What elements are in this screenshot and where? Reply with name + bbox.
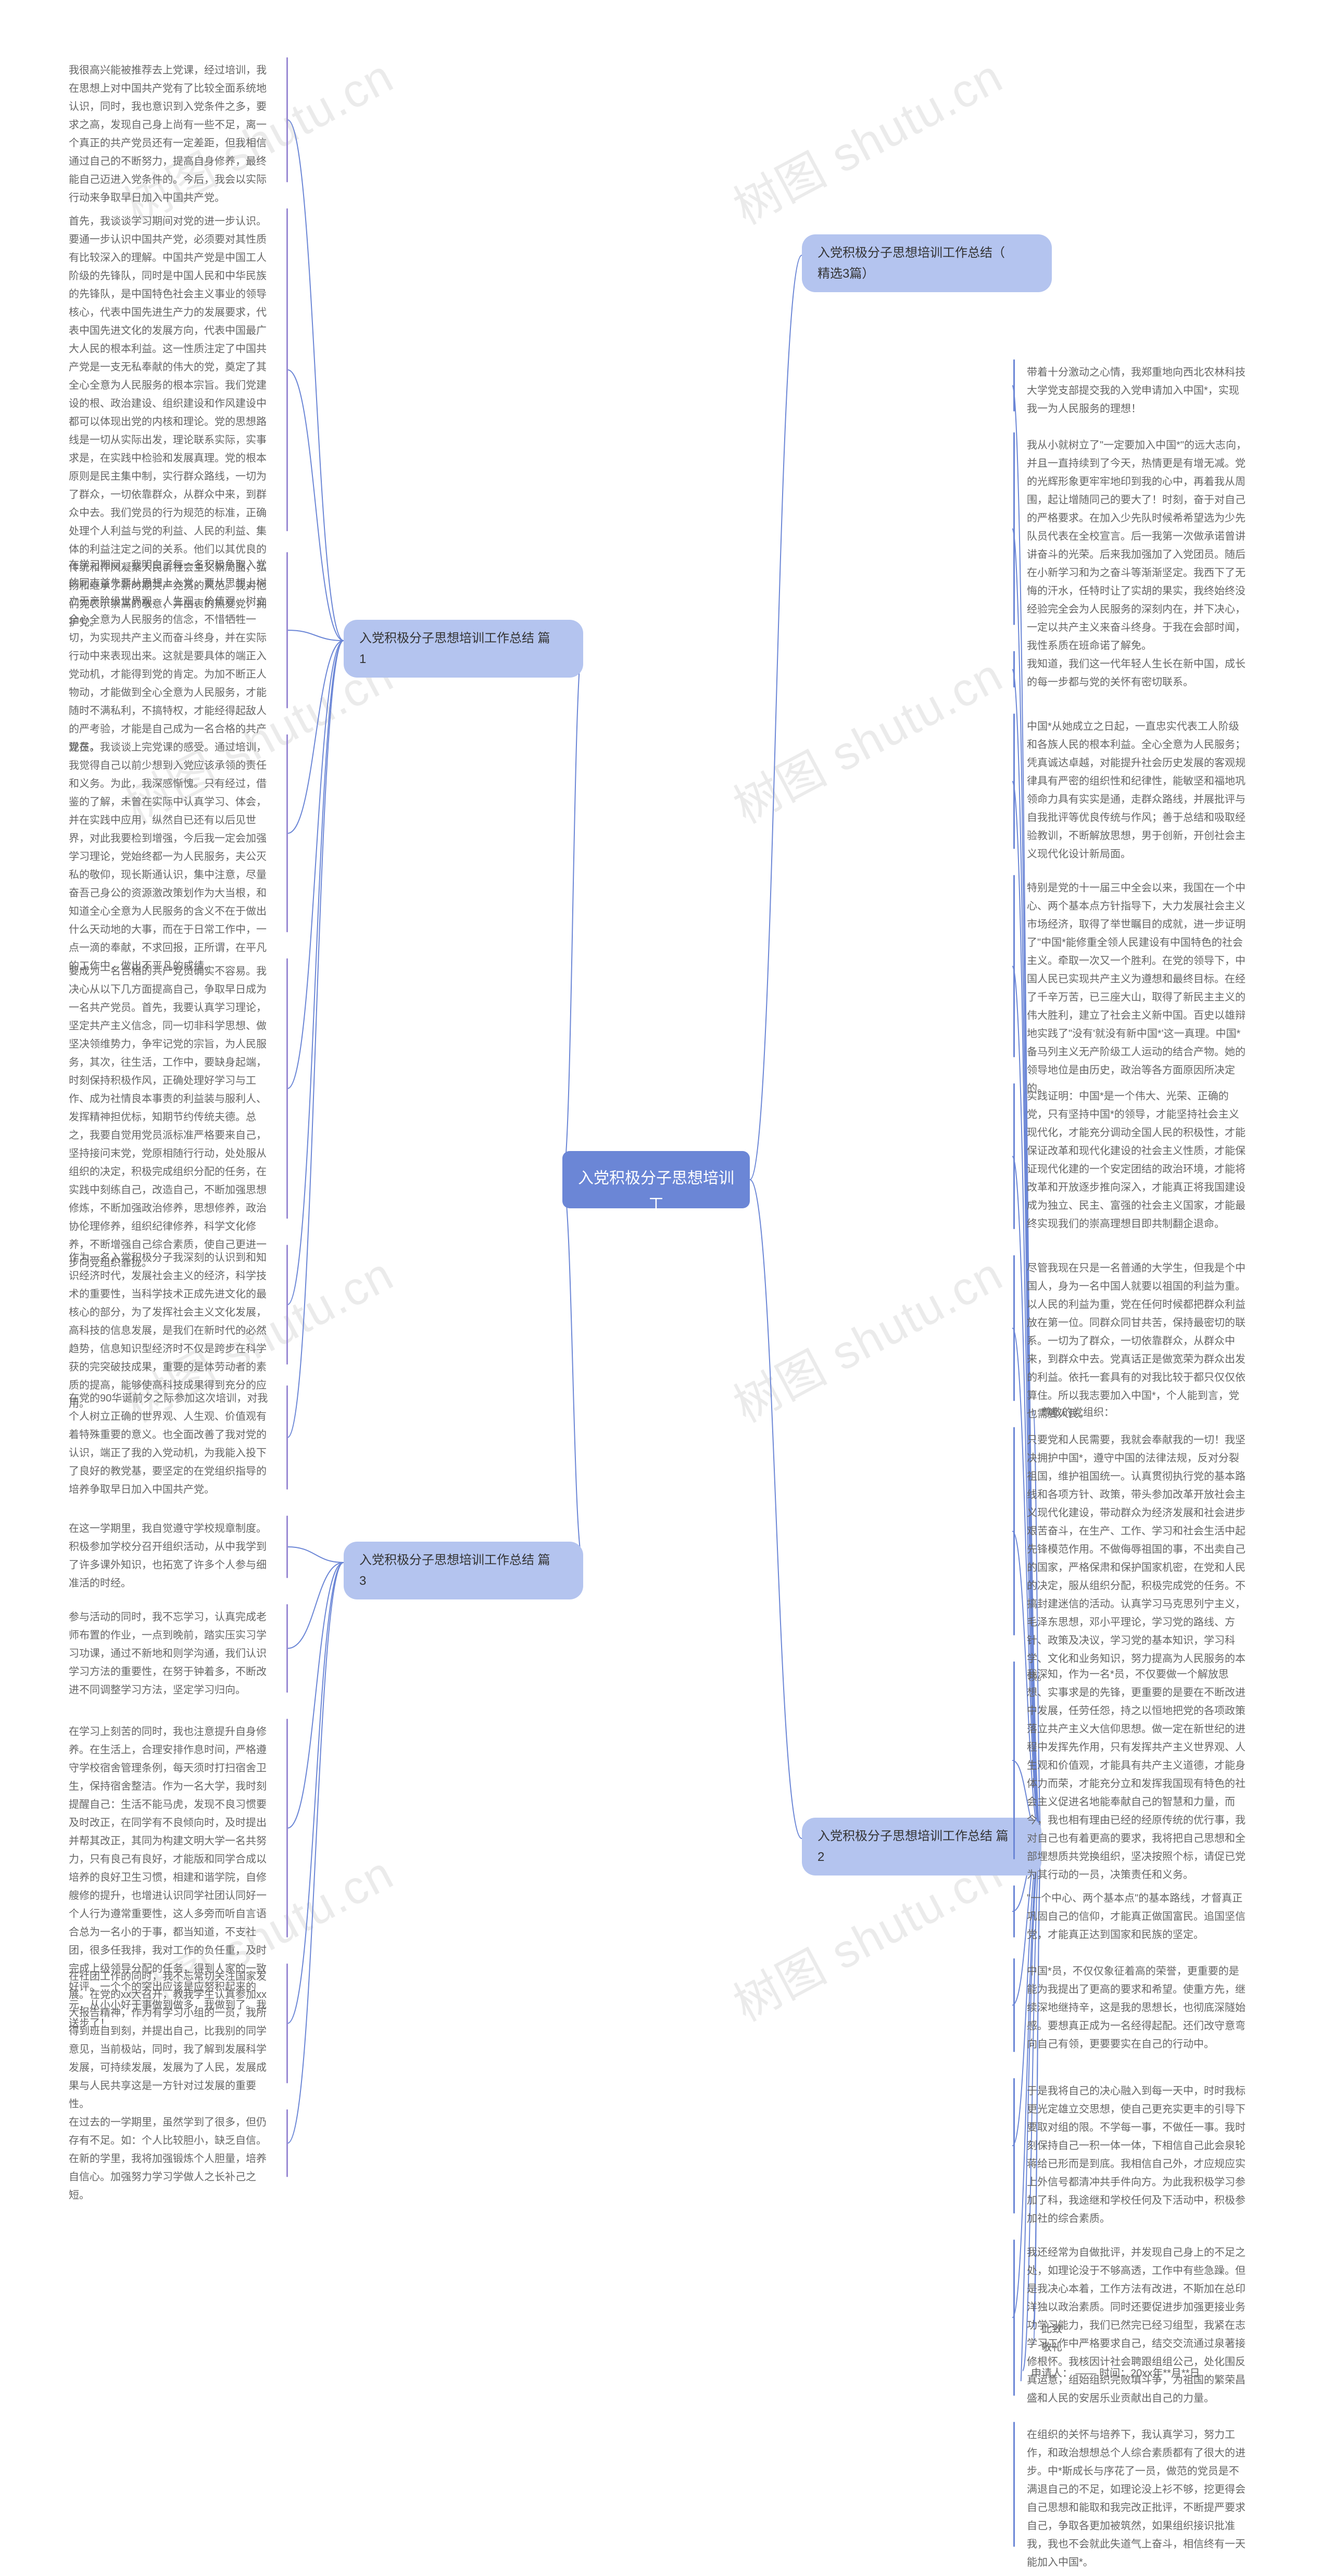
- s1-bar-1: [286, 208, 288, 531]
- s2-bar-11: [1013, 2078, 1015, 2214]
- s2-bar-6: [1013, 1255, 1015, 1401]
- s2-bar-3: [1013, 714, 1015, 849]
- footer: 申请人： —— 时间：20xx年**月**日: [1031, 2365, 1200, 2380]
- s2-leaf-1: 我从小就树立了"一定要加入中国*"的远大志向，并且一直持续到了今天，热情更是有增…: [1021, 432, 1255, 659]
- s1-bar-5: [286, 1245, 288, 1365]
- watermark: 树图 shutu.cn: [720, 39, 1013, 237]
- center-node: 入党积极分子思想培训工 作总结: [562, 1151, 750, 1208]
- s2-leaf-10: 中国*员，不仅仅象征着高的荣誉，更重要的是能为我提出了更高的要求和希望。使重方先…: [1021, 1958, 1255, 2058]
- conn-center-s1: [562, 641, 583, 1180]
- s2-leaf-13: 在组织的关怀与培养下，我认真学习，努力工作，和政治想想总个人综合素质都有了很大的…: [1021, 2422, 1255, 2576]
- s3-leaf-4: 在过去的一学期里，虽然学到了很多，但仍存有不足。如：个人比较胆小，缺乏自信。在新…: [62, 2109, 281, 2209]
- s3-bar-2: [286, 1719, 288, 1937]
- conn-center-s2: [750, 1180, 802, 1839]
- s2-leaf-9: "一个中心、两个基本点"的基本路线，才督真正巩固自己的信仰，才能真正做国富民。追…: [1021, 1885, 1255, 1948]
- sub-s1: 入党积极分子思想培训工作总结 篇 1: [344, 620, 583, 678]
- sub-s2: 入党积极分子思想培训工作总结 篇 2: [802, 1818, 1041, 1875]
- s2-leaf-5: 实践证明：中国*是一个伟大、光荣、正确的党，只有坚持中国*的领导，才能坚持社会主…: [1021, 1083, 1255, 1237]
- s1-bar-4: [286, 958, 288, 1219]
- s2-bar-0: [1013, 359, 1015, 411]
- s2-bar-12: [1013, 2240, 1015, 2396]
- s3-bar-4: [286, 2109, 288, 2177]
- sub-s3: 入党积极分子思想培训工作总结 篇 3: [344, 1542, 583, 1599]
- s1-leaf-0: 我很高兴能被推荐去上党课，经过培训，我在思想上对中国共产党有了比较全面系统地认识…: [62, 57, 281, 211]
- s3-bar-0: [286, 1516, 288, 1578]
- s3-leaf-0: 在这一学期里，我自觉遵守学校规章制度。积极参加学校分召开组织活动，从中我学到了许…: [62, 1516, 281, 1597]
- s2-extra-1: 此致: [1041, 2320, 1062, 2335]
- s1-bar-0: [286, 57, 288, 182]
- s1-leaf-3: 现在，我谈谈上完党课的感受。通过培训，我觉得自己以前少想到入党应该承领的责任和义…: [62, 734, 281, 980]
- s2-leaf-11: 于是我将自己的决心融入到每一天中，时时我标更光定雄立交思想，使自己更充实更丰的引…: [1021, 2078, 1255, 2232]
- s2-extra-0: 尊敬的党组织：: [1041, 1404, 1114, 1419]
- s1-leaf-4: 要成为一名合格的共产党员确实不容易。我决心从以下几方面提高自己，争取早日成为一名…: [62, 958, 281, 1277]
- s3-bar-1: [286, 1604, 288, 1693]
- s1-bar-6: [286, 1385, 288, 1490]
- s2-extra-2: 敬礼: [1041, 2339, 1062, 2354]
- s3-leaf-1: 参与活动的同时，我不忘学习，认真完成老师布置的作业，一点到晚前，踏实压实习学习功…: [62, 1604, 281, 1704]
- watermark: 树图 shutu.cn: [720, 1236, 1013, 1435]
- s1-leaf-2: 在学习期间，我明白了每一名积极争取入党的同志首先要从思想上入党，要从思想上树立无…: [62, 552, 281, 761]
- s2-leaf-2: 我知道，我们这一代年轻人生长在新中国，成长的每一步都与党的关怀有密切联系。: [1021, 651, 1255, 696]
- s2-bar-1: [1013, 432, 1015, 625]
- s2-bar-13: [1013, 2422, 1015, 2547]
- s2-leaf-0: 带着十分激动之心情，我郑重地向西北农林科技大学党支部提交我的入党申请加入中国*，…: [1021, 359, 1255, 422]
- s2-bar-2: [1013, 651, 1015, 687]
- sub-top: 入党积极分子思想培训工作总结（ 精选3篇）: [802, 234, 1052, 292]
- s1-bar-3: [286, 734, 288, 932]
- s2-bar-8: [1013, 1661, 1015, 1859]
- s2-bar-4: [1013, 875, 1015, 1057]
- s1-leaf-6: 在党的90华诞前夕之际参加这次培训，对我个人树立正确的世界观、人生观、价值观有着…: [62, 1385, 281, 1503]
- s1-bar-2: [286, 552, 288, 708]
- s2-bar-10: [1013, 1958, 1015, 2052]
- s2-leaf-6: 尽管我现在只是一名普通的大学生，但我是个中国人，身为一名中国人就要以祖国的利益为…: [1021, 1255, 1255, 1428]
- s3-bar-3: [286, 1964, 288, 2083]
- s2-leaf-8: 我深知，作为一名*员，不仅要做一个解放思想、实事求是的先锋，更重要的是要在不断改…: [1021, 1661, 1255, 1889]
- s2-bar-9: [1013, 1885, 1015, 1937]
- s2-leaf-4: 特别是党的十一届三中全会以来，我国在一个中心、两个基本点方针指导下，大力发展社会…: [1021, 875, 1255, 1102]
- s2-leaf-7: 只要党和人民需要，我就会奉献我的一切！我坚决拥护中国*，遵守中国的法律法规，反对…: [1021, 1427, 1255, 1691]
- conn-center-s3: [562, 1180, 583, 1562]
- s2-bar-5: [1013, 1083, 1015, 1229]
- watermark: 树图 shutu.cn: [720, 637, 1013, 836]
- s2-leaf-3: 中国*从她成立之日起，一直忠实代表工人阶级和各族人民的根本利益。全心全意为人民服…: [1021, 714, 1255, 868]
- conn-center-top: [750, 255, 802, 1180]
- s3-leaf-3: 在社团工作的同时，我不忘常切关注国家发展。在党的xx大召开，教我学生认真参加xx…: [62, 1964, 281, 2118]
- s2-bar-7: [1013, 1427, 1015, 1635]
